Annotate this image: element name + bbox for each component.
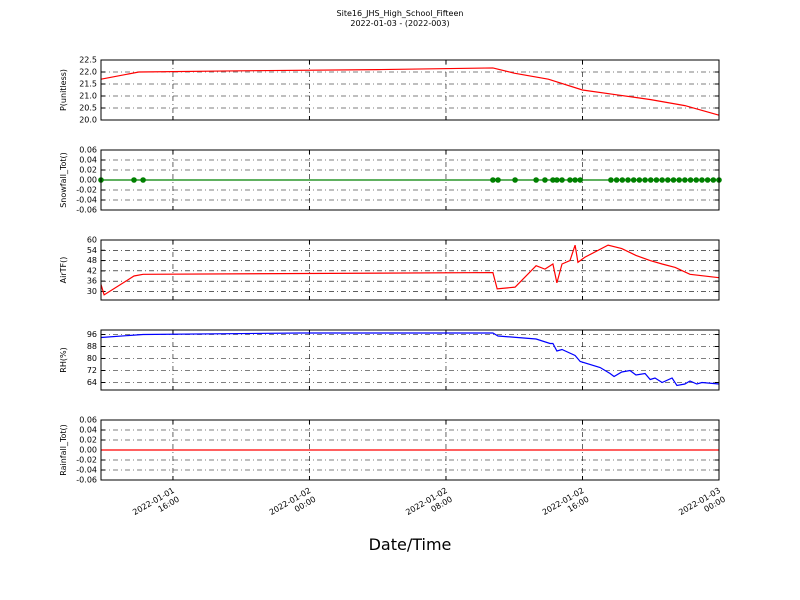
y-tick-label: 22.0: [79, 68, 97, 77]
data-point: [682, 177, 688, 183]
data-point: [613, 177, 620, 183]
y-tick-label: 96: [87, 330, 97, 339]
data-point: [676, 177, 682, 183]
y-tick-label: -0.02: [76, 186, 97, 195]
y-tick-label: 0.02: [79, 166, 97, 175]
y-tick-label: 88: [87, 342, 97, 351]
chart-subtitle: 2022-01-03 - (2022-003): [350, 19, 449, 28]
data-point: [577, 177, 584, 183]
plot-frame: [100, 239, 720, 301]
data-point: [619, 177, 626, 183]
y-tick-label: -0.04: [76, 466, 97, 475]
data-point: [630, 177, 637, 183]
y-tick-label: 20.0: [79, 116, 97, 125]
data-point: [636, 177, 643, 183]
data-line: [100, 67, 720, 116]
y-tick-label: -0.06: [76, 476, 97, 485]
data-point: [533, 177, 539, 183]
data-point: [642, 177, 648, 183]
y-tick-label: 22.5: [79, 56, 97, 65]
y-tick-label: 0.06: [79, 146, 97, 155]
data-point: [710, 177, 717, 183]
data-point: [567, 177, 573, 183]
y-tick-label: 64: [87, 378, 97, 387]
y-tick-label: 48: [87, 256, 97, 265]
data-point: [665, 177, 671, 183]
y-tick-label: -0.02: [76, 456, 97, 465]
plot-frame: [100, 149, 720, 211]
data-point: [572, 177, 578, 183]
data-point: [659, 177, 665, 183]
y-tick-label: -0.04: [76, 196, 97, 205]
x-axis-label: Date/Time: [369, 535, 452, 554]
y-tick-label: 80: [87, 354, 97, 363]
data-point: [653, 177, 660, 183]
data-point: [670, 177, 677, 183]
data-point: [625, 177, 631, 183]
data-point: [140, 177, 146, 183]
y-tick-label: 42: [87, 266, 97, 275]
data-point: [559, 177, 565, 183]
data-point: [554, 177, 560, 183]
data-line: [100, 332, 720, 387]
y-tick-label: 54: [87, 246, 97, 255]
y-tick-label: 30: [87, 287, 97, 296]
data-point: [512, 177, 518, 183]
y-axis-label: AirTF(): [59, 257, 68, 284]
y-tick-label: 21.5: [79, 80, 97, 89]
y-axis-label: P(unitless): [59, 69, 68, 111]
y-tick-label: 0.00: [79, 176, 97, 185]
data-point: [495, 177, 501, 183]
plot-frame: [100, 419, 720, 481]
y-tick-label: 72: [87, 366, 97, 375]
y-tick-label: 36: [87, 277, 97, 286]
y-tick-label: 0.06: [79, 416, 97, 425]
y-axis-label: Snowfall_Tot(): [59, 152, 68, 208]
data-point: [490, 177, 496, 183]
y-tick-label: 60: [87, 236, 97, 245]
y-tick-label: 20.5: [79, 104, 97, 113]
data-point: [693, 177, 700, 183]
data-point: [608, 177, 614, 183]
y-tick-label: 21.0: [79, 92, 97, 101]
data-point: [704, 177, 711, 183]
data-point: [647, 177, 654, 183]
data-point: [699, 177, 705, 183]
chart-title: Site16_JHS_High_School_Fifteen: [337, 9, 464, 18]
data-point: [542, 177, 548, 183]
y-tick-label: 0.02: [79, 436, 97, 445]
plot-frame: [100, 329, 720, 391]
y-axis-label: Rainfall_Tot(): [59, 424, 68, 476]
y-tick-label: 0.04: [79, 426, 97, 435]
y-axis-label: RH(%): [59, 347, 68, 372]
y-tick-label: 0.00: [79, 446, 97, 455]
plot-frame: [100, 59, 720, 121]
data-line: [100, 244, 720, 296]
data-point: [131, 177, 137, 183]
y-tick-label: -0.06: [76, 206, 97, 215]
data-point: [687, 177, 694, 183]
y-tick-label: 0.04: [79, 156, 97, 165]
